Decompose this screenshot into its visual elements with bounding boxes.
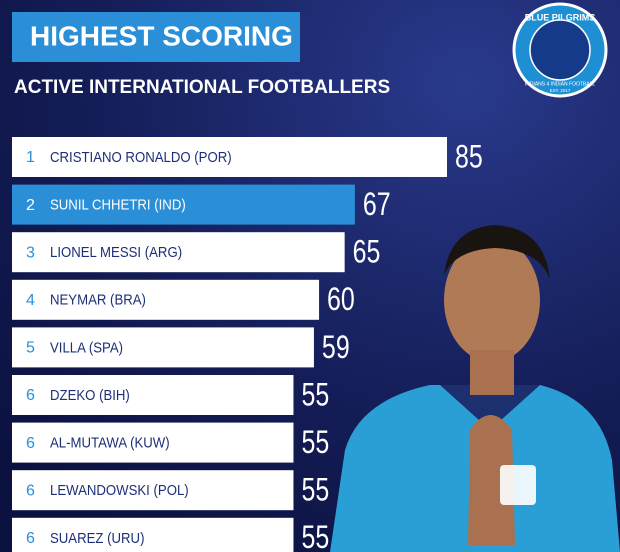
bar bbox=[12, 232, 345, 273]
category-label: LEWANDOWSKI (POL) bbox=[50, 481, 189, 498]
rank-label: 2 bbox=[26, 197, 35, 214]
value-label: 55 bbox=[301, 520, 329, 552]
value-label: 85 bbox=[455, 140, 483, 176]
bar bbox=[12, 137, 447, 177]
category-label: AL-MUTAWA (KUW) bbox=[50, 434, 170, 451]
value-label: 55 bbox=[301, 425, 329, 461]
rank-label: 6 bbox=[26, 482, 35, 499]
category-label: SUAREZ (URU) bbox=[50, 529, 144, 546]
rank-label: 3 bbox=[26, 244, 35, 261]
value-label: 60 bbox=[327, 282, 355, 318]
chart-subtitle: ACTIVE INTERNATIONAL FOOTBALLERS bbox=[14, 77, 390, 98]
bar bbox=[12, 184, 355, 225]
logo-est: EST. 2017 bbox=[550, 88, 571, 93]
category-label: NEYMAR (BRA) bbox=[50, 291, 146, 308]
logo-tagline: INDIANS 4 INDIAN FOOTBALL bbox=[525, 81, 596, 87]
rank-label: 4 bbox=[26, 292, 35, 309]
rank-label: 5 bbox=[26, 340, 35, 357]
value-label: 59 bbox=[322, 330, 350, 366]
category-label: CRISTIANO RONALDO (POR) bbox=[50, 148, 232, 165]
rank-label: 6 bbox=[26, 387, 35, 404]
rank-label: 1 bbox=[26, 149, 35, 166]
value-label: 55 bbox=[301, 473, 329, 509]
value-label: 55 bbox=[301, 378, 329, 414]
logo-name: BLUE PILGRIMS bbox=[525, 12, 596, 22]
rank-label: 6 bbox=[26, 530, 35, 547]
rank-label: 6 bbox=[26, 435, 35, 452]
bar bbox=[12, 470, 294, 511]
category-label: SUNIL CHHETRI (IND) bbox=[50, 196, 186, 213]
value-label: 67 bbox=[363, 187, 391, 223]
chart-title: HIGHEST SCORING bbox=[30, 20, 293, 51]
bar bbox=[12, 422, 294, 463]
title-box bbox=[12, 12, 300, 62]
category-label: DZEKO (BIH) bbox=[50, 386, 130, 403]
logo: BLUE PILGRIMS INDIANS 4 INDIAN FOOTBALL … bbox=[512, 2, 608, 98]
value-label: 65 bbox=[353, 235, 381, 271]
bar bbox=[12, 279, 320, 320]
bar bbox=[12, 375, 294, 415]
bar bbox=[12, 327, 314, 368]
player-photo bbox=[330, 225, 620, 552]
bar bbox=[12, 517, 294, 552]
category-label: LIONEL MESSI (ARG) bbox=[50, 243, 182, 260]
category-label: VILLA (SPA) bbox=[50, 339, 123, 356]
